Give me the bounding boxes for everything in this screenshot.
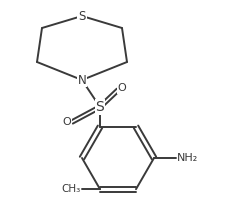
Text: NH₂: NH₂ xyxy=(176,153,197,163)
Text: N: N xyxy=(77,74,86,87)
Text: S: S xyxy=(95,100,104,114)
Text: O: O xyxy=(62,117,71,127)
Text: O: O xyxy=(117,83,126,93)
Text: CH₃: CH₃ xyxy=(61,184,81,194)
Text: S: S xyxy=(78,9,85,23)
